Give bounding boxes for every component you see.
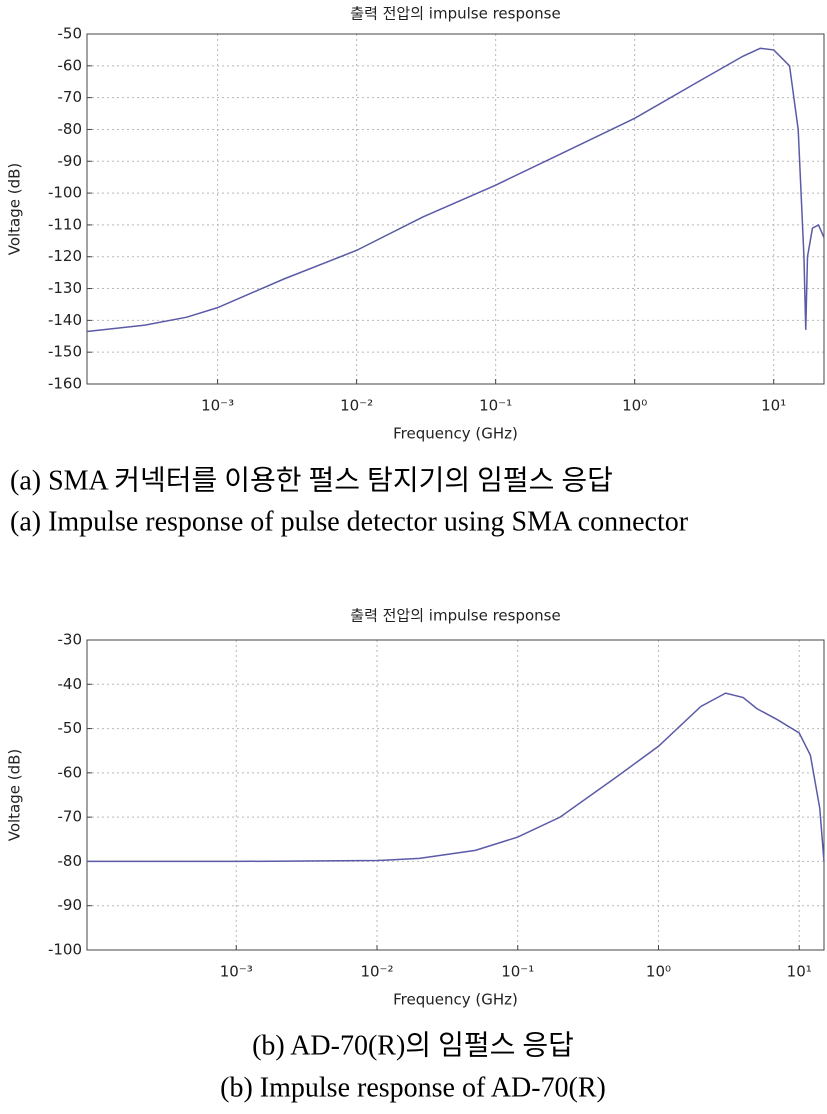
x-tick-label: 10¹ (761, 397, 786, 415)
y-tick-label: -50 (58, 719, 83, 737)
chart-title: 출력 전압의 impulse response (350, 607, 560, 625)
y-axis-label: Voltage (dB) (6, 749, 24, 842)
plot-frame (86, 33, 825, 385)
y-tick-label: -130 (48, 279, 82, 297)
y-tick-label: -120 (48, 247, 82, 265)
y-tick-label: -90 (58, 896, 83, 914)
caption: (b) Impulse response of AD-70(R) (220, 1072, 606, 1103)
y-tick-label: -60 (58, 763, 83, 781)
y-tick-label: -160 (48, 375, 82, 393)
plot-frame (86, 639, 825, 951)
x-axis-label: Frequency (GHz) (393, 425, 518, 443)
x-axis-label: Frequency (GHz) (393, 991, 518, 1009)
x-tick-label: 10⁻² (340, 397, 373, 415)
y-tick-label: -30 (58, 631, 83, 649)
x-tick-label: 10⁰ (646, 963, 671, 981)
data-line (87, 692, 825, 863)
y-tick-label: -60 (58, 56, 83, 74)
y-axis-label: Voltage (dB) (6, 163, 24, 256)
y-tick-label: -80 (58, 120, 83, 138)
caption: (b) AD-70(R)의 임펄스 응답 (252, 1029, 574, 1061)
chart-title: 출력 전압의 impulse response (350, 5, 560, 23)
y-tick-label: -90 (58, 152, 83, 170)
y-tick-label: -100 (48, 184, 82, 202)
data-line (86, 47, 825, 333)
y-tick-label: -70 (58, 808, 83, 826)
y-tick-label: -100 (48, 941, 82, 959)
x-tick-label: 10⁻² (360, 963, 393, 981)
y-tick-label: -50 (58, 25, 83, 43)
caption: (a) Impulse response of pulse detector u… (10, 506, 689, 537)
x-tick-label: 10⁻¹ (479, 397, 512, 415)
y-tick-label: -80 (58, 852, 83, 870)
x-tick-label: 10⁻¹ (501, 963, 534, 981)
y-tick-label: -70 (58, 88, 83, 106)
x-tick-label: 10⁰ (622, 397, 647, 415)
x-tick-label: 10⁻³ (201, 397, 234, 415)
y-tick-label: -110 (48, 215, 82, 233)
x-tick-label: 10⁻³ (220, 963, 253, 981)
y-tick-label: -40 (58, 675, 83, 693)
caption: (a) SMA 커넥터를 이용한 펄스 탐지기의 임펄스 응답 (10, 464, 613, 496)
y-tick-label: -150 (48, 343, 82, 361)
y-tick-label: -140 (48, 311, 82, 329)
x-tick-label: 10¹ (787, 963, 812, 981)
